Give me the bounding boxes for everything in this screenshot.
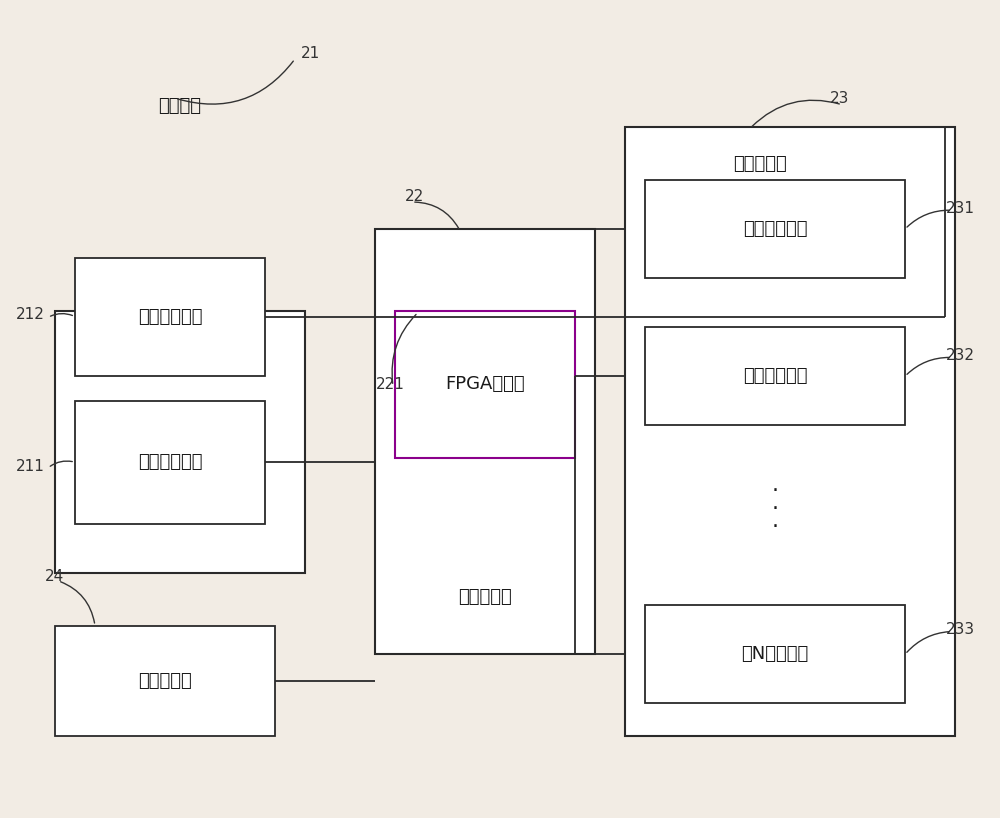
Text: 21: 21	[300, 46, 320, 61]
Bar	[395, 311, 575, 458]
Text: 处理器电路: 处理器电路	[458, 588, 512, 606]
Text: 22: 22	[405, 189, 425, 204]
Text: ·: ·	[772, 481, 778, 501]
Text: 221: 221	[376, 377, 404, 392]
Text: 光电耦合器: 光电耦合器	[138, 672, 192, 690]
Text: 驱动器电路: 驱动器电路	[733, 155, 787, 173]
Text: FPGA处理器: FPGA处理器	[445, 375, 525, 393]
Text: 212: 212	[16, 308, 44, 322]
Text: 23: 23	[830, 91, 850, 106]
Bar	[375, 229, 595, 654]
Text: ·: ·	[772, 517, 778, 537]
Bar	[55, 311, 305, 573]
Text: 233: 233	[945, 622, 975, 637]
Bar	[645, 605, 905, 703]
Text: 电源电路: 电源电路	[158, 97, 202, 115]
Bar	[75, 401, 265, 524]
Text: 第一电源芯片: 第一电源芯片	[138, 453, 202, 471]
Bar	[625, 127, 955, 736]
Text: 第二电源芯片: 第二电源芯片	[138, 308, 202, 326]
Bar	[645, 180, 905, 278]
Bar	[55, 626, 275, 736]
Bar	[645, 327, 905, 425]
Text: ·: ·	[772, 499, 778, 519]
Text: 231: 231	[946, 201, 974, 216]
Bar	[75, 258, 265, 376]
Text: 第二驱动芯片: 第二驱动芯片	[743, 367, 807, 385]
Text: 211: 211	[16, 459, 44, 474]
Text: 第一驱动芯片: 第一驱动芯片	[743, 220, 807, 238]
Text: 第N驱动芯片: 第N驱动芯片	[741, 645, 809, 663]
Text: 232: 232	[946, 348, 974, 363]
Text: 24: 24	[45, 569, 65, 584]
